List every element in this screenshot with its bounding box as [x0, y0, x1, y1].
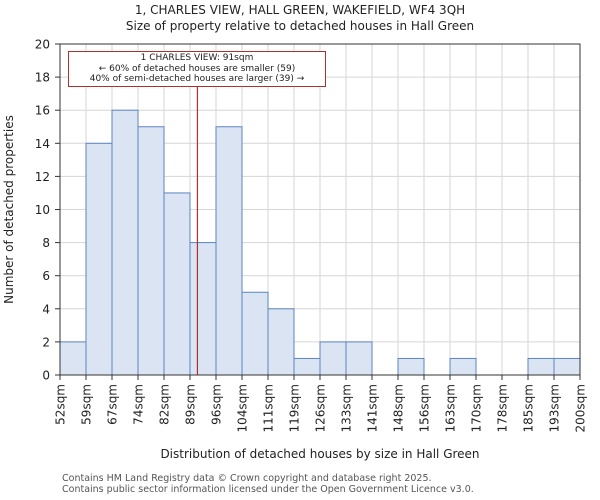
y-tick-label: 4 [42, 302, 50, 316]
bar [215, 126, 243, 376]
bar [59, 341, 87, 376]
bar [449, 357, 477, 376]
x-tick-label: 193sqm [548, 384, 562, 432]
x-tick-label: 89sqm [184, 384, 198, 425]
x-tick-label: 133sqm [340, 384, 354, 432]
x-tick-label: 178sqm [496, 384, 510, 432]
bar [345, 341, 373, 376]
bar [241, 291, 269, 376]
x-tick-label: 170sqm [470, 384, 484, 432]
x-ticks: 52sqm 59sqm 67sqm 74sqm 82sqm 89sqm 96sqm 104sq… [54, 375, 588, 432]
footer-line-1: Contains HM Land Registry data © Crown c… [62, 473, 432, 484]
bar [293, 357, 321, 376]
footer-line-2: Contains public sector information licen… [62, 484, 474, 495]
annotation-box: 1 CHARLES VIEW: 91sqm ← 60% of detached … [68, 51, 326, 87]
y-axis-label: Number of detached properties [2, 115, 16, 304]
chart-title: 1, CHARLES VIEW, HALL GREEN, WAKEFIELD, … [134, 3, 466, 17]
y-tick-label: 20 [35, 38, 50, 52]
bar [111, 109, 139, 376]
y-tick-label: 18 [35, 71, 50, 85]
annotation-line-1: 1 CHARLES VIEW: 91sqm [140, 53, 254, 63]
x-tick-label: 156sqm [418, 384, 432, 432]
y-tick-label: 16 [35, 104, 50, 118]
bars [59, 109, 581, 376]
bar [527, 357, 555, 376]
x-tick-label: 148sqm [392, 384, 406, 432]
y-tick-label: 14 [35, 137, 50, 151]
y-tick-label: 0 [42, 369, 50, 383]
chart-subtitle: Size of property relative to detached ho… [125, 19, 475, 33]
bar [319, 341, 347, 376]
x-tick-label: 185sqm [522, 384, 536, 432]
x-tick-label: 67sqm [106, 384, 120, 425]
annotation-line-3: 40% of semi-detached houses are larger (… [89, 74, 305, 84]
bar [553, 357, 581, 376]
x-tick-label: 126sqm [314, 384, 328, 432]
x-tick-label: 163sqm [444, 384, 458, 432]
y-tick-label: 8 [42, 236, 50, 250]
x-tick-label: 96sqm [210, 384, 224, 425]
x-tick-label: 74sqm [132, 384, 146, 425]
bar [163, 192, 191, 376]
annotation-line-2: ← 60% of detached houses are smaller (59… [98, 63, 296, 74]
x-tick-label: 111sqm [262, 384, 276, 432]
y-tick-label: 10 [35, 203, 50, 217]
bar [137, 126, 165, 376]
bar [397, 357, 425, 376]
bar [85, 142, 113, 376]
x-tick-label: 59sqm [80, 384, 94, 425]
x-tick-label: 52sqm [54, 384, 68, 425]
y-tick-label: 2 [42, 335, 50, 349]
x-tick-label: 141sqm [366, 384, 380, 432]
x-tick-label: 200sqm [574, 384, 588, 432]
bar [189, 242, 217, 376]
x-tick-label: 119sqm [288, 384, 302, 432]
bar [267, 308, 295, 376]
x-tick-label: 82sqm [158, 384, 172, 425]
y-tick-label: 6 [42, 269, 50, 283]
y-tick-label: 12 [35, 170, 50, 184]
x-axis-label: Distribution of detached houses by size … [160, 447, 479, 461]
y-ticks: 0 2 4 6 8 10 12 14 16 18 20 [35, 38, 60, 383]
x-tick-label: 104sqm [236, 384, 250, 432]
